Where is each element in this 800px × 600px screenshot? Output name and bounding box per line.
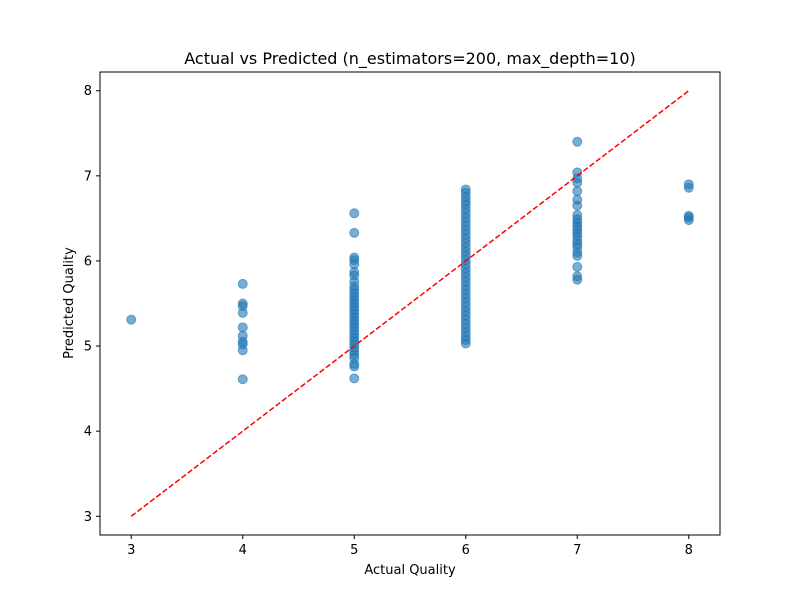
chart-title: Actual vs Predicted (n_estimators=200, m…	[184, 49, 636, 69]
data-point	[572, 274, 583, 285]
y-tick-label: 6	[84, 254, 92, 269]
data-point	[349, 361, 360, 372]
x-tick-label: 7	[573, 543, 581, 558]
y-ticks: 3 4 5 6 7 8	[84, 84, 100, 525]
data-point	[237, 374, 248, 385]
reference-line	[130, 90, 690, 517]
y-tick-label: 3	[84, 510, 92, 525]
data-point	[460, 338, 471, 349]
plot-frame	[99, 71, 721, 536]
data-point	[572, 186, 583, 197]
x-tick-label: 5	[350, 543, 358, 558]
data-point	[683, 182, 694, 193]
data-point	[572, 177, 583, 188]
x-tick-label: 6	[462, 543, 470, 558]
data-point	[349, 208, 360, 219]
y-tick-label: 5	[84, 340, 92, 355]
y-tick-label: 7	[84, 169, 92, 184]
data-point	[683, 215, 694, 226]
data-point	[572, 200, 583, 211]
data-point	[237, 278, 248, 289]
data-point	[126, 314, 137, 325]
y-tick-label: 4	[84, 425, 92, 440]
data-point	[237, 322, 248, 333]
points-layer	[126, 136, 694, 385]
x-tick-label: 4	[239, 543, 247, 558]
data-point	[572, 136, 583, 147]
x-ticks: 3 4 5 6 7 8	[127, 535, 693, 558]
data-point	[237, 345, 248, 356]
data-point	[349, 227, 360, 238]
data-point	[237, 307, 248, 318]
y-tick-label: 8	[84, 84, 92, 99]
data-point	[572, 261, 583, 272]
x-tick-label: 3	[127, 543, 135, 558]
data-point	[572, 250, 583, 261]
data-point	[349, 373, 360, 384]
y-axis-label: Predicted Quality	[62, 247, 77, 359]
x-tick-label: 8	[685, 543, 693, 558]
reference-line-layer	[130, 90, 690, 517]
x-axis-label: Actual Quality	[364, 563, 456, 578]
